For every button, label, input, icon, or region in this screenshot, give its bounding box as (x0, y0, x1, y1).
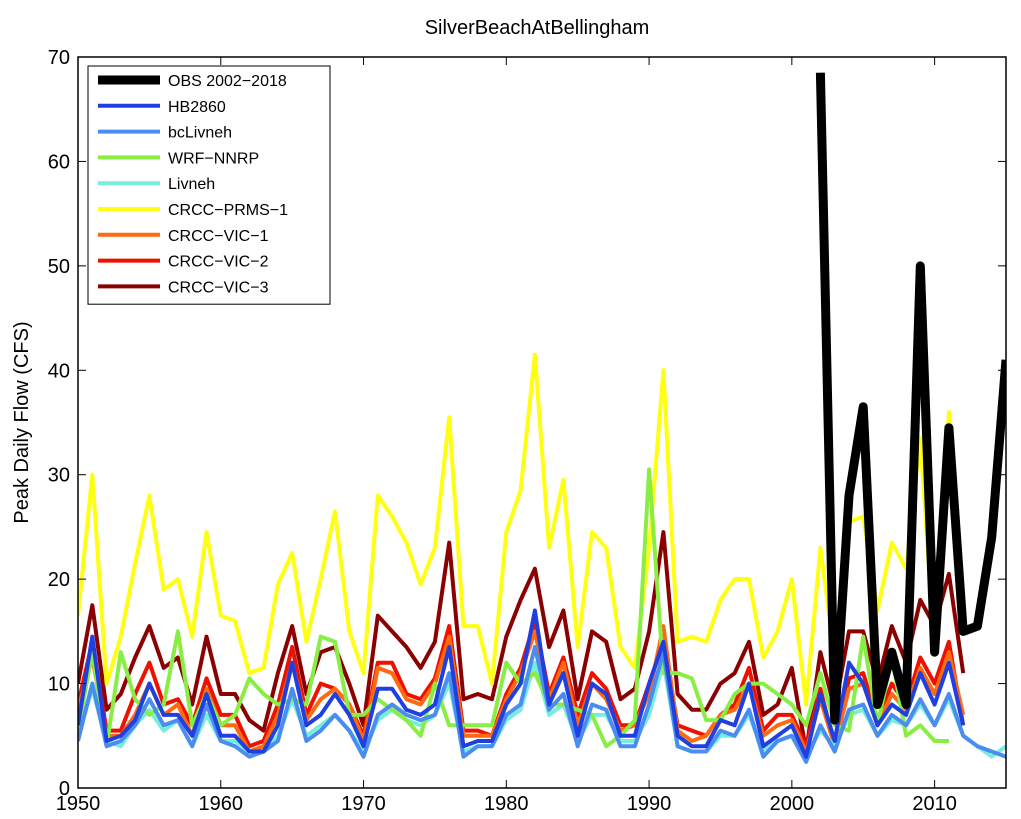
legend-label-8: CRCC−VIC−3 (168, 279, 269, 296)
series-line-5 (78, 352, 966, 707)
y-tick-label-0: 0 (59, 778, 70, 800)
legend: OBS 2002−2018 HB2860 bcLivneh WRF−NNRP Livne… (87, 65, 331, 305)
legend-label-6: CRCC−VIC−1 (168, 228, 269, 245)
series-line-1 (78, 608, 966, 759)
y-tick-label-6: 60 (48, 151, 70, 173)
x-tick-label-0: 1950 (56, 793, 101, 815)
legend-label-5: CRCC−PRMS−1 (168, 202, 288, 219)
y-tick-label-1: 10 (48, 674, 70, 696)
x-tick-label-6: 2010 (912, 793, 957, 815)
x-tick-label-5: 2000 (770, 793, 815, 815)
y-tick-label-5: 50 (48, 256, 70, 278)
legend-label-7: CRCC−VIC−2 (168, 254, 269, 271)
x-tick-label-3: 1980 (484, 793, 529, 815)
series-layer (78, 72, 1006, 764)
series-line-2 (78, 645, 1006, 764)
y-tick-label-7: 70 (48, 47, 70, 69)
series-line-3 (78, 467, 949, 749)
y-tick-label-2: 20 (48, 569, 70, 591)
legend-label-1: HB2860 (168, 99, 226, 116)
legend-label-3: WRF−NNRP (168, 150, 259, 167)
x-tick-label-4: 1990 (627, 793, 672, 815)
y-tick-label-3: 30 (48, 465, 70, 487)
x-tick-label-2: 1970 (341, 793, 386, 815)
legend-label-2: bcLivneh (168, 125, 232, 142)
legend-label-0: OBS 2002−2018 (168, 73, 287, 90)
chart-title: SilverBeachAtBellingham (425, 17, 650, 39)
y-tick-label-4: 40 (48, 360, 70, 382)
series-line-0 (815, 72, 1006, 725)
ticks-layer: 1950 1960 1970 1980 1990 2000 2010 0 10 20 30 40 50 6… (48, 47, 1006, 815)
y-axis-label: Peak Daily Flow (CFS) (11, 321, 33, 523)
plot-frame (77, 56, 1007, 789)
legend-label-4: Livneh (168, 176, 215, 193)
x-tick-label-1: 1960 (199, 793, 244, 815)
